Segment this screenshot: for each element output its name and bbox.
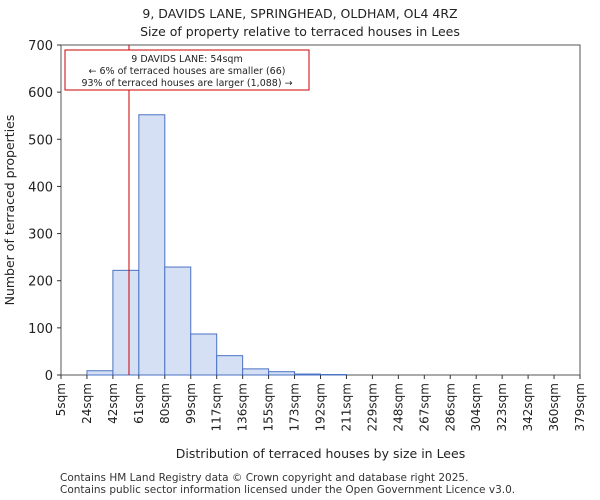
y-tick-label: 100 [28, 322, 53, 337]
x-tick-label: 229sqm [365, 383, 379, 431]
y-tick-label: 700 [28, 39, 53, 54]
histogram-bar [190, 333, 218, 376]
x-tick-label: 323sqm [495, 383, 509, 431]
histogram-bar [164, 266, 192, 376]
x-tick-label: 286sqm [443, 383, 457, 431]
y-tick-label: 600 [28, 86, 53, 101]
x-tick-label: 267sqm [417, 383, 431, 431]
annotation-box [64, 49, 310, 91]
annotation-line-1: 9 DAVIDS LANE: 54sqm [131, 54, 242, 65]
x-tick-label: 80sqm [158, 383, 172, 424]
x-tick-label: 5sqm [54, 383, 68, 416]
x-tick-label: 342sqm [521, 383, 535, 431]
histogram-bar [216, 355, 244, 376]
x-tick-label: 42sqm [106, 383, 120, 424]
x-tick-label: 360sqm [547, 383, 561, 431]
x-tick-label: 155sqm [262, 383, 276, 431]
x-tick-label: 173sqm [288, 383, 302, 431]
histogram-bar [294, 373, 321, 376]
y-tick-label: 0 [45, 369, 53, 384]
chart-subtitle: Size of property relative to terraced ho… [140, 24, 460, 39]
histogram-bar [242, 368, 270, 376]
histogram-bar [112, 269, 140, 376]
y-tick-label: 500 [28, 133, 53, 148]
x-tick-label: 117sqm [210, 383, 224, 431]
footer-copyright: Contains HM Land Registry data © Crown c… [60, 472, 469, 484]
x-tick-label: 192sqm [314, 383, 328, 431]
x-tick-label: 248sqm [391, 383, 405, 431]
histogram-bar [86, 370, 114, 376]
chart-title: 9, DAVIDS LANE, SPRINGHEAD, OLDHAM, OL4 … [142, 6, 458, 21]
x-tick-label: 61sqm [132, 383, 146, 424]
annotation-line-2: ← 6% of terraced houses are smaller (66) [89, 66, 286, 77]
x-tick-label: 24sqm [80, 383, 94, 424]
x-tick-label: 379sqm [573, 383, 587, 431]
x-tick-label: 99sqm [184, 383, 198, 424]
y-tick-label: 400 [28, 180, 53, 195]
histogram-bar [268, 371, 296, 376]
x-axis-label: Distribution of terraced houses by size … [176, 446, 465, 461]
y-tick-label: 300 [28, 228, 53, 243]
x-tick-label: 211sqm [339, 383, 353, 431]
annotation-line-3: 93% of terraced houses are larger (1,088… [81, 78, 292, 89]
histogram-bar [138, 114, 166, 376]
x-tick-label: 136sqm [236, 383, 250, 431]
y-tick-label: 200 [28, 275, 53, 290]
x-tick-label: 304sqm [469, 383, 483, 431]
footer-licence: Contains public sector information licen… [60, 484, 516, 496]
y-axis-label: Number of terraced properties [2, 115, 17, 306]
